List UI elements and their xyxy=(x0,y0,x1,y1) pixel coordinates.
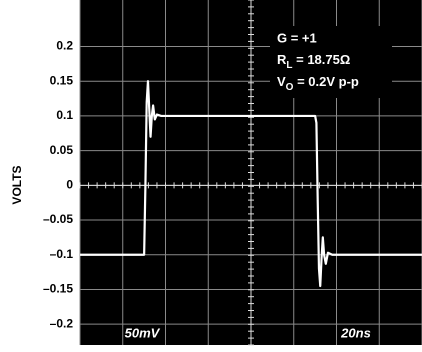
annotation-box xyxy=(270,26,392,98)
y-tick-label: –0.2 xyxy=(50,316,74,330)
annotation-text: R xyxy=(277,52,287,67)
scale-label: 20ns xyxy=(340,325,371,340)
y-tick-label: –0.15 xyxy=(43,282,73,296)
scale-label: 50mV xyxy=(125,325,161,340)
annotation-sub: L xyxy=(286,60,292,71)
annotation-text: = 0.2V p-p xyxy=(293,74,358,89)
trace-line xyxy=(80,80,422,288)
annotation-sub: O xyxy=(286,82,294,93)
y-tick-label: –0.05 xyxy=(43,212,73,226)
y-tick-label: 0 xyxy=(66,178,73,192)
y-tick-label: –0.1 xyxy=(50,247,74,261)
annotation: VO = 0.2V p-p xyxy=(277,74,359,92)
annotation-text: V xyxy=(277,74,286,89)
y-tick-label: 0.05 xyxy=(50,143,74,157)
annotation: RL = 18.75Ω xyxy=(277,52,350,70)
annotation-text: = 18.75Ω xyxy=(293,52,351,67)
y-tick-label: 0.15 xyxy=(50,73,74,87)
annotation: G = +1 xyxy=(277,30,317,45)
y-axis-label: VOLTS xyxy=(10,165,24,204)
y-tick-label: 0.1 xyxy=(56,108,73,122)
y-tick-label: 0.2 xyxy=(56,39,73,53)
